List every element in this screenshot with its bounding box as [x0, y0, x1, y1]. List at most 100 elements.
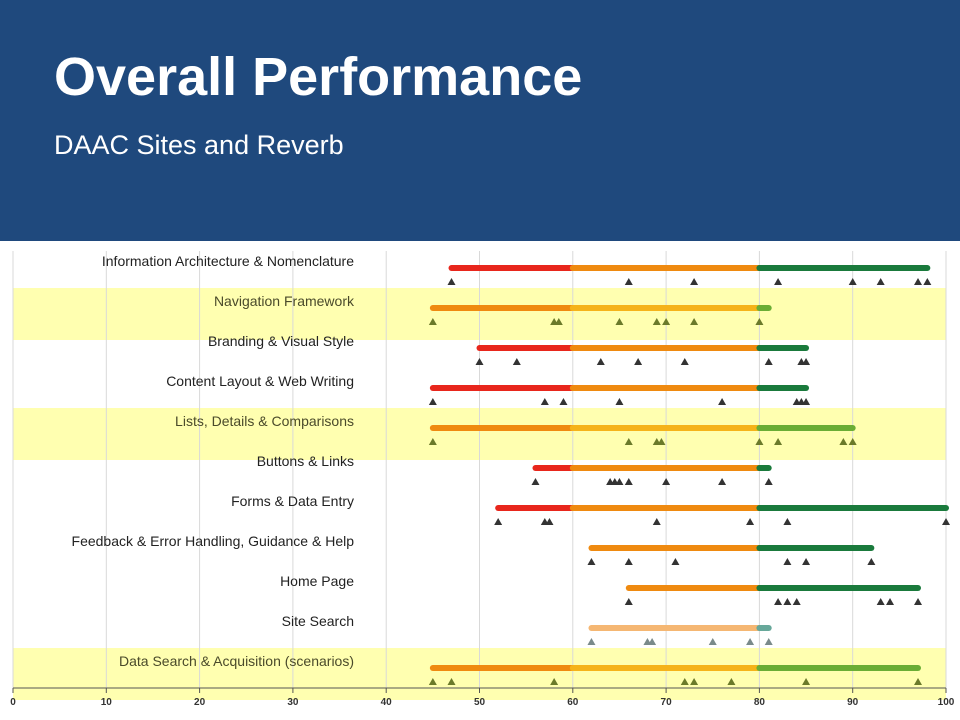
score-marker [708, 638, 717, 645]
x-tick-label: 70 [661, 697, 673, 708]
score-marker [428, 438, 437, 445]
score-marker [914, 678, 923, 685]
score-marker [475, 358, 484, 365]
score-marker [802, 398, 811, 405]
score-marker [718, 398, 727, 405]
score-marker [848, 278, 857, 285]
category-label: Feedback & Error Handling, Guidance & He… [72, 533, 355, 549]
score-marker [540, 398, 549, 405]
score-marker [690, 278, 699, 285]
score-marker [718, 478, 727, 485]
score-marker [587, 558, 596, 565]
score-marker [624, 478, 633, 485]
x-tick-label: 40 [381, 697, 393, 708]
score-marker [764, 358, 773, 365]
category-label: Buttons & Links [257, 453, 354, 469]
score-marker [587, 638, 596, 645]
category-label: Navigation Framework [214, 293, 355, 309]
score-marker [648, 638, 657, 645]
score-marker [802, 678, 811, 685]
score-marker [690, 318, 699, 325]
category-label: Site Search [282, 613, 354, 629]
score-marker [494, 518, 503, 525]
score-marker [755, 438, 764, 445]
score-marker [428, 398, 437, 405]
score-marker [764, 638, 773, 645]
score-marker [550, 678, 559, 685]
category-label: Content Layout & Web Writing [166, 373, 354, 389]
score-marker [512, 358, 521, 365]
score-marker [690, 678, 699, 685]
score-marker [746, 518, 755, 525]
slide-title: Overall Performance [54, 47, 583, 107]
score-marker [615, 318, 624, 325]
score-marker [802, 358, 811, 365]
score-marker [624, 558, 633, 565]
score-marker [554, 318, 563, 325]
score-marker [783, 598, 792, 605]
x-tick-label: 0 [10, 697, 16, 708]
score-marker [671, 558, 680, 565]
performance-chart: Information Architecture & Nomenclature N… [0, 241, 960, 720]
score-marker [662, 478, 671, 485]
category-label: Forms & Data Entry [231, 493, 354, 509]
score-marker [615, 398, 624, 405]
score-marker [792, 598, 801, 605]
score-marker [774, 438, 783, 445]
score-marker [447, 278, 456, 285]
score-marker [634, 358, 643, 365]
score-marker [652, 318, 661, 325]
score-marker [774, 278, 783, 285]
chart-svg: Information Architecture & Nomenclature N… [10, 251, 955, 708]
score-marker [680, 678, 689, 685]
score-marker [914, 598, 923, 605]
score-marker [657, 438, 666, 445]
score-marker [746, 638, 755, 645]
score-marker [428, 318, 437, 325]
title-banner: Overall Performance DAAC Sites and Rever… [0, 0, 960, 241]
score-marker [755, 318, 764, 325]
score-marker [783, 558, 792, 565]
score-marker [886, 598, 895, 605]
x-tick-label: 30 [287, 697, 299, 708]
score-marker [624, 598, 633, 605]
score-marker [802, 558, 811, 565]
score-marker [531, 478, 540, 485]
x-tick-label: 50 [474, 697, 486, 708]
category-label: Branding & Visual Style [208, 333, 354, 349]
score-marker [662, 318, 671, 325]
score-marker [783, 518, 792, 525]
category-label: Information Architecture & Nomenclature [102, 253, 354, 269]
score-marker [839, 438, 848, 445]
category-label: Home Page [280, 573, 354, 589]
x-tick-label: 90 [847, 697, 859, 708]
x-tick-label: 80 [754, 697, 766, 708]
score-marker [624, 438, 633, 445]
score-marker [680, 358, 689, 365]
score-marker [615, 478, 624, 485]
score-marker [559, 398, 568, 405]
score-marker [774, 598, 783, 605]
score-marker [652, 518, 661, 525]
score-marker [428, 678, 437, 685]
category-label: Data Search & Acquisition (scenarios) [119, 653, 354, 669]
score-marker [942, 518, 950, 525]
x-tick-label: 10 [101, 697, 113, 708]
score-marker [867, 558, 876, 565]
score-marker [545, 518, 554, 525]
category-label: Lists, Details & Comparisons [175, 413, 354, 429]
x-tick-label: 20 [194, 697, 206, 708]
score-marker [624, 278, 633, 285]
score-marker [914, 278, 923, 285]
slide-subtitle: DAAC Sites and Reverb [54, 130, 344, 160]
score-marker [727, 678, 736, 685]
x-tick-label: 100 [938, 697, 955, 708]
score-marker [764, 478, 773, 485]
score-marker [876, 278, 885, 285]
score-marker [848, 438, 857, 445]
score-marker [923, 278, 932, 285]
score-marker [876, 598, 885, 605]
x-tick-label: 60 [567, 697, 579, 708]
score-marker [596, 358, 605, 365]
score-marker [447, 678, 456, 685]
